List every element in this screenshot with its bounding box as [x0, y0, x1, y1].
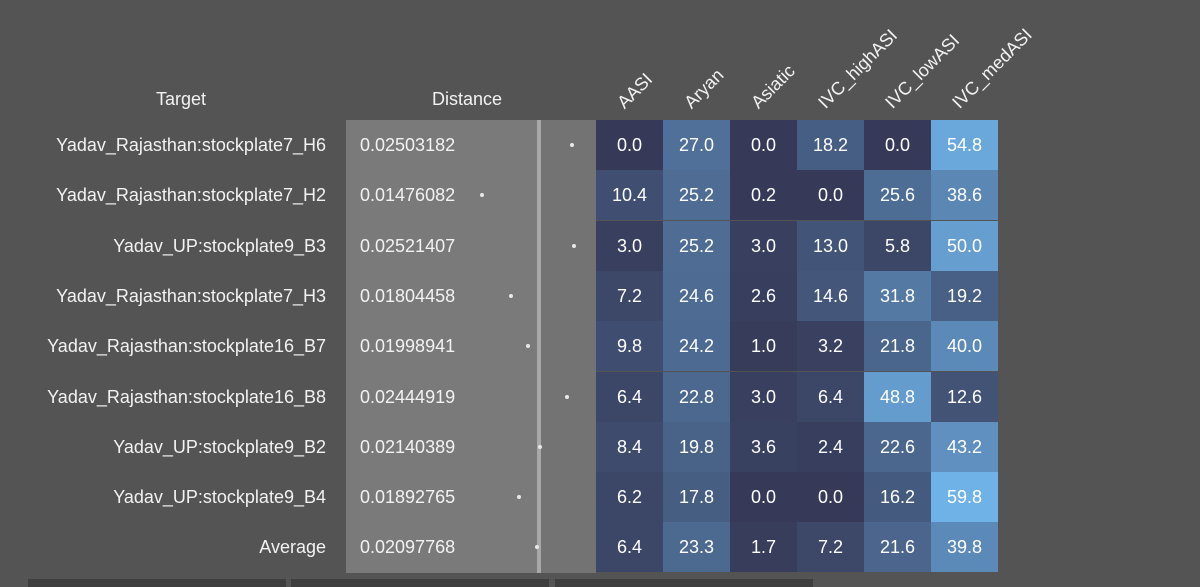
heatmap-cell: 59.8 [931, 472, 998, 523]
heatmap-cell: 3.2 [797, 321, 864, 372]
distance-column-header: Distance [432, 89, 503, 109]
heatmap-cell: 8.4 [596, 421, 663, 472]
heatmap-cell: 3.0 [596, 220, 663, 271]
bottom-scroll-segment[interactable] [555, 579, 813, 587]
bottom-scroll-segment[interactable] [28, 579, 286, 587]
target-label: Average [259, 537, 326, 558]
heatmap-cell: 25.6 [864, 170, 931, 221]
heatmap-cell: 6.4 [596, 522, 663, 573]
heatmap-cell: 3.0 [730, 371, 797, 422]
distance-dot [480, 193, 484, 198]
target-label: Yadav_UP:stockplate9_B3 [113, 235, 326, 256]
distance-dot [516, 495, 521, 500]
heatmap-cell: 43.2 [931, 421, 998, 472]
distance-value: 0.02140389 [360, 436, 456, 457]
heatmap-cell: 19.8 [663, 421, 730, 472]
distance-dot [570, 143, 575, 147]
heatmap-cell: 5.8 [864, 220, 931, 271]
heatmap-cell: 50.0 [931, 220, 998, 271]
heatmap-cell: 25.2 [663, 220, 730, 271]
heatmap-cell: 9.8 [596, 321, 663, 372]
heatmap-cell: 0.0 [730, 120, 797, 170]
heatmap-cell: 31.8 [864, 270, 931, 321]
column-header-aryan: Aryan [680, 64, 728, 113]
heatmap-cell: 0.0 [864, 120, 931, 170]
distance-value: 0.02503182 [360, 135, 456, 155]
heatmap-cell: 0.2 [730, 170, 797, 221]
distance-dot [565, 394, 570, 399]
target-label: Yadav_UP:stockplate9_B2 [113, 436, 326, 457]
heatmap-cell: 24.2 [663, 321, 730, 372]
heatmap-cell: 2.6 [730, 270, 797, 321]
heatmap-cell: 48.8 [864, 371, 931, 422]
target-label: Yadav_Rajasthan:stockplate7_H3 [56, 285, 326, 306]
average-distance-marker [537, 120, 541, 573]
distance-dot [508, 293, 513, 298]
heatmap-cell: 24.6 [663, 270, 730, 321]
distance-dot [534, 545, 539, 550]
heatmap-cell: 10.4 [596, 170, 663, 221]
distance-value: 0.01476082 [360, 185, 456, 206]
heatmap-cell: 2.4 [797, 421, 864, 472]
heatmap-cell: 6.4 [797, 371, 864, 422]
heatmap-cell: 0.0 [596, 120, 663, 170]
distance-value: 0.02521407 [360, 235, 456, 256]
heatmap-cell: 22.6 [864, 421, 931, 472]
heatmap-cell: 21.8 [864, 321, 931, 372]
heatmap-cell: 25.2 [663, 170, 730, 221]
column-header-asiatic: Asiatic [747, 60, 799, 113]
heatmap-cell: 39.8 [931, 522, 998, 573]
heatmap-cell: 0.0 [797, 472, 864, 523]
heatmap-cell: 18.2 [797, 120, 864, 170]
distance-value: 0.02097768 [360, 537, 456, 558]
distance-dot [526, 344, 531, 349]
heatmap-cell: 38.6 [931, 170, 998, 221]
heatmap-cell: 1.7 [730, 522, 797, 573]
heatmap-cell: 16.2 [864, 472, 931, 523]
heatmap-cell: 54.8 [931, 120, 998, 170]
heatmap-cell: 14.6 [797, 270, 864, 321]
heatmap-cell: 22.8 [663, 371, 730, 422]
target-label: Yadav_Rajasthan:stockplate7_H2 [56, 185, 326, 206]
distance-value: 0.01804458 [360, 285, 456, 306]
heatmap-cell: 27.0 [663, 120, 730, 170]
heatmap-cell: 0.0 [797, 170, 864, 221]
heatmap-cell: 17.8 [663, 472, 730, 523]
heatmap-cell: 3.6 [730, 421, 797, 472]
distance-value: 0.01892765 [360, 487, 456, 508]
heatmap-cell: 7.2 [596, 270, 663, 321]
heatmap-cell: 21.6 [864, 522, 931, 573]
heatmap-cell: 40.0 [931, 321, 998, 372]
distance-value: 0.02444919 [360, 386, 456, 407]
column-header-aasi: AASI [613, 69, 657, 113]
heatmap-cell: 7.2 [797, 522, 864, 573]
target-label: Yadav_UP:stockplate9_B4 [113, 487, 326, 508]
heatmap-cell: 23.3 [663, 522, 730, 573]
distance-dot [571, 243, 576, 248]
target-column-header: Target [156, 89, 207, 109]
heatmap-cell: 3.0 [730, 220, 797, 271]
heatmap-cell: 1.0 [730, 321, 797, 372]
heatmap-cell: 6.4 [596, 371, 663, 422]
target-label: Yadav_Rajasthan:stockplate16_B7 [47, 336, 326, 357]
bottom-scroll-segment[interactable] [291, 579, 549, 587]
distance-dot [538, 444, 543, 449]
heatmap-cell: 12.6 [931, 371, 998, 422]
heatmap-cell: 13.0 [797, 220, 864, 271]
distance-panel-shade [346, 120, 538, 573]
column-header-ivc-medasi: IVC_medASI [948, 24, 1036, 113]
distance-value: 0.01998941 [360, 336, 456, 357]
heatmap-cell: 0.0 [730, 472, 797, 523]
heatmap-cell: 19.2 [931, 270, 998, 321]
heatmap-cell: 6.2 [596, 472, 663, 523]
target-label: Yadav_Rajasthan:stockplate7_H6 [56, 135, 326, 155]
target-label: Yadav_Rajasthan:stockplate16_B8 [47, 386, 326, 407]
distance-panel [346, 120, 596, 573]
